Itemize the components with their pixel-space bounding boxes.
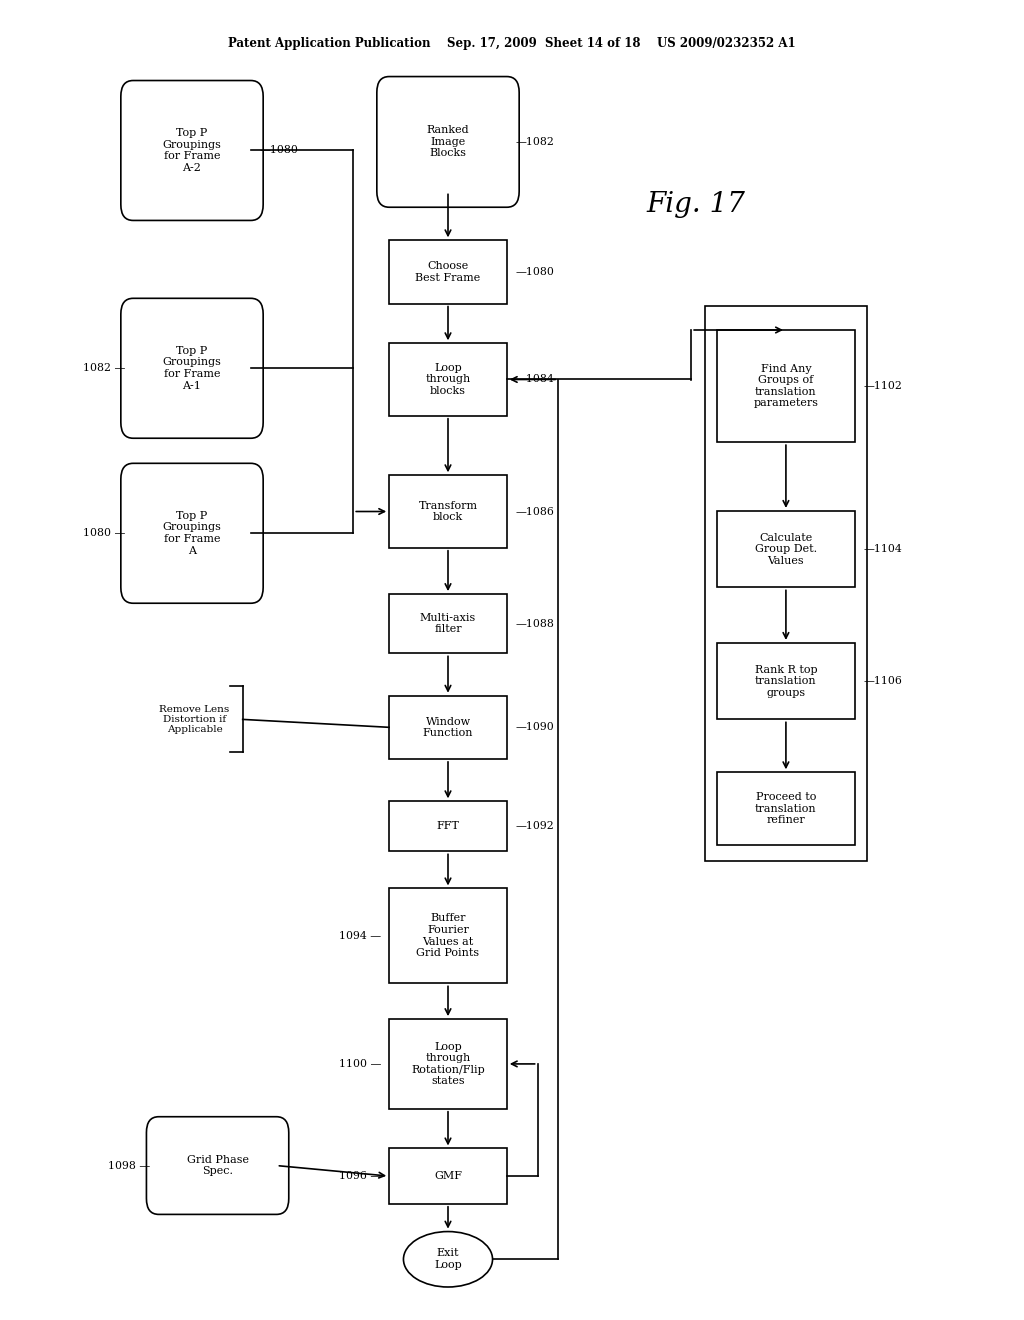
Text: —1090: —1090 bbox=[515, 722, 554, 733]
Bar bbox=[717, 330, 855, 442]
Text: —1082: —1082 bbox=[515, 137, 554, 147]
Text: —1086: —1086 bbox=[515, 507, 554, 516]
Bar bbox=[717, 772, 855, 845]
Text: Exit
Loop: Exit Loop bbox=[434, 1249, 462, 1270]
Text: Multi-axis
filter: Multi-axis filter bbox=[420, 612, 476, 635]
Text: Top P
Groupings
for Frame
A-1: Top P Groupings for Frame A-1 bbox=[163, 346, 221, 391]
Bar bbox=[389, 343, 507, 416]
Text: Find Any
Groups of
translation
parameters: Find Any Groups of translation parameter… bbox=[754, 364, 818, 408]
Text: —1084: —1084 bbox=[515, 375, 554, 384]
Text: GMF: GMF bbox=[434, 1171, 462, 1181]
Text: Window
Function: Window Function bbox=[423, 717, 473, 738]
Text: Loop
through
Rotation/Flip
states: Loop through Rotation/Flip states bbox=[411, 1041, 485, 1086]
Bar bbox=[717, 643, 855, 719]
Text: —1104: —1104 bbox=[863, 544, 902, 554]
Text: FFT: FFT bbox=[436, 821, 460, 832]
Text: 1100 —: 1100 — bbox=[339, 1059, 381, 1069]
Text: Top P
Groupings
for Frame
A: Top P Groupings for Frame A bbox=[163, 511, 221, 556]
Text: —1092: —1092 bbox=[515, 821, 554, 832]
Text: Transform
block: Transform block bbox=[419, 500, 477, 523]
Text: Choose
Best Frame: Choose Best Frame bbox=[416, 261, 480, 282]
Text: —1106: —1106 bbox=[863, 676, 902, 686]
Text: 1082 —: 1082 — bbox=[83, 363, 125, 374]
Text: Calculate
Group Det.
Values: Calculate Group Det. Values bbox=[755, 532, 817, 566]
FancyBboxPatch shape bbox=[121, 298, 263, 438]
Ellipse shape bbox=[403, 1232, 493, 1287]
Text: 1094 —: 1094 — bbox=[339, 931, 381, 941]
Text: 1098 —: 1098 — bbox=[109, 1160, 151, 1171]
FancyBboxPatch shape bbox=[121, 81, 263, 220]
Bar bbox=[389, 594, 507, 653]
FancyBboxPatch shape bbox=[146, 1117, 289, 1214]
Bar bbox=[389, 801, 507, 851]
Text: —1080: —1080 bbox=[259, 145, 298, 156]
Text: Ranked
Image
Blocks: Ranked Image Blocks bbox=[427, 125, 469, 158]
Bar bbox=[705, 306, 867, 861]
Text: 1096 —: 1096 — bbox=[339, 1171, 381, 1181]
Text: Remove Lens
Distortion if
Applicable: Remove Lens Distortion if Applicable bbox=[160, 705, 229, 734]
Text: Proceed to
translation
refiner: Proceed to translation refiner bbox=[755, 792, 817, 825]
FancyBboxPatch shape bbox=[121, 463, 263, 603]
Bar bbox=[717, 511, 855, 587]
Bar bbox=[389, 888, 507, 983]
Bar bbox=[389, 1019, 507, 1109]
Text: Top P
Groupings
for Frame
A-2: Top P Groupings for Frame A-2 bbox=[163, 128, 221, 173]
Bar bbox=[389, 1148, 507, 1204]
Bar bbox=[389, 240, 507, 304]
Bar bbox=[389, 475, 507, 548]
FancyBboxPatch shape bbox=[377, 77, 519, 207]
Text: —1088: —1088 bbox=[515, 619, 554, 628]
Text: —1102: —1102 bbox=[863, 381, 902, 391]
Text: Fig. 17: Fig. 17 bbox=[647, 191, 745, 218]
Text: Grid Phase
Spec.: Grid Phase Spec. bbox=[186, 1155, 249, 1176]
Text: Rank R top
translation
groups: Rank R top translation groups bbox=[755, 664, 817, 698]
Text: Patent Application Publication    Sep. 17, 2009  Sheet 14 of 18    US 2009/02323: Patent Application Publication Sep. 17, … bbox=[228, 37, 796, 50]
Bar bbox=[389, 696, 507, 759]
Text: Loop
through
blocks: Loop through blocks bbox=[425, 363, 471, 396]
Text: 1080 —: 1080 — bbox=[83, 528, 125, 539]
Text: Buffer
Fourier
Values at
Grid Points: Buffer Fourier Values at Grid Points bbox=[417, 913, 479, 958]
Text: —1080: —1080 bbox=[515, 267, 554, 277]
